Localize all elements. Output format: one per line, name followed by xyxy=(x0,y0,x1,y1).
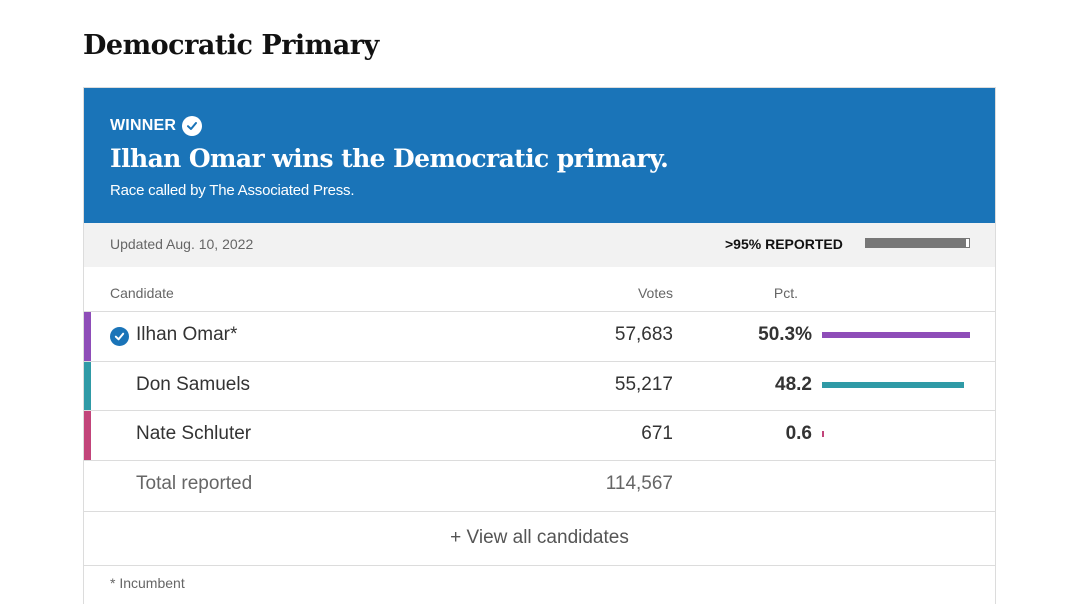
candidate-votes: 57,683 xyxy=(614,324,673,345)
total-row: Total reported 114,567 xyxy=(84,460,995,510)
candidate-name-text: Don Samuels xyxy=(136,374,251,395)
winner-label-text: WINNER xyxy=(110,117,177,134)
view-all-candidates-button[interactable]: + View all candidates xyxy=(84,511,995,566)
total-votes: 114,567 xyxy=(605,473,673,494)
table-row: Nate Schluter 671 0.6 xyxy=(84,410,995,460)
winner-banner: WINNER Ilhan Omar wins the Democratic pr… xyxy=(84,88,995,223)
checkmark-icon xyxy=(182,116,203,136)
candidate-name: Ilhan Omar* xyxy=(110,324,238,346)
status-bar: Updated Aug. 10, 2022 >95% REPORTED xyxy=(84,223,995,267)
candidate-votes: 55,217 xyxy=(614,374,673,395)
winner-label: WINNER xyxy=(110,116,203,136)
candidate-pct-bar xyxy=(822,382,970,388)
candidate-color-tab xyxy=(84,312,91,361)
reported-label: >95% REPORTED xyxy=(725,236,843,252)
incumbent-footnote: * Incumbent xyxy=(110,575,185,591)
candidate-pct-bar-fill xyxy=(822,332,970,338)
section-title: Democratic Primary xyxy=(83,30,379,61)
table-row: Ilhan Omar* 57,683 50.3% xyxy=(84,311,995,361)
candidate-name: Don Samuels xyxy=(136,374,250,396)
candidate-name-text: Ilhan Omar* xyxy=(136,324,238,345)
table-row: Don Samuels 55,217 48.2 xyxy=(84,361,995,411)
candidate-pct: 0.6 xyxy=(785,423,812,444)
total-label: Total reported xyxy=(136,473,253,494)
results-card: WINNER Ilhan Omar wins the Democratic pr… xyxy=(83,87,996,604)
candidate-pct: 48.2 xyxy=(775,374,812,395)
column-header-pct: Pct. xyxy=(773,285,798,301)
candidate-name-text: Nate Schluter xyxy=(136,423,252,444)
winner-headline: Ilhan Omar wins the Democratic primary. xyxy=(110,144,669,173)
candidate-pct-bar-fill xyxy=(822,431,824,437)
candidate-color-tab xyxy=(84,362,91,411)
reported-progress-fill xyxy=(866,239,966,247)
reported-progress-bar xyxy=(865,238,970,248)
candidate-pct-bar xyxy=(822,332,970,338)
candidate-pct: 50.3% xyxy=(758,324,812,345)
winner-check-icon xyxy=(110,327,129,346)
candidate-name: Nate Schluter xyxy=(136,423,251,445)
candidate-pct-bar xyxy=(822,431,970,437)
column-header-votes: Votes xyxy=(637,285,673,301)
candidate-votes: 671 xyxy=(641,423,673,444)
race-called-text: Race called by The Associated Press. xyxy=(110,182,355,199)
candidate-pct-bar-fill xyxy=(822,382,964,388)
candidate-color-tab xyxy=(84,411,91,460)
column-header-candidate: Candidate xyxy=(110,285,174,301)
updated-timestamp: Updated Aug. 10, 2022 xyxy=(110,236,254,252)
